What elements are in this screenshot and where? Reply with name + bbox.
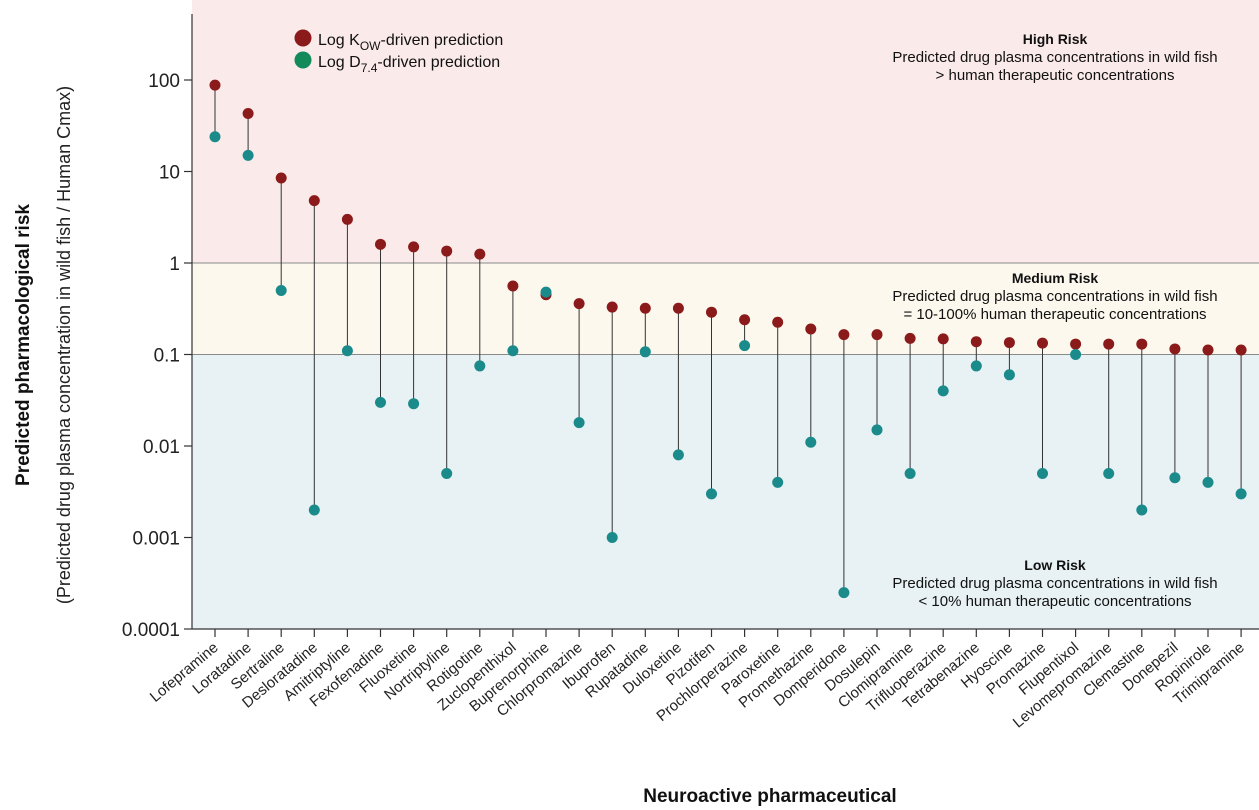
kow-point (805, 323, 817, 335)
axes (191, 14, 1259, 630)
zone-band-0 (192, 0, 1259, 263)
d74-point (639, 346, 651, 358)
d74-point (441, 468, 453, 480)
y-tick-label: 100 (148, 71, 180, 92)
y-tick-label: 10 (159, 163, 180, 184)
kow-point (1037, 337, 1048, 349)
kow-point (1235, 344, 1247, 356)
d74-point (1070, 349, 1082, 360)
d74-point (805, 436, 817, 448)
d74-point (606, 532, 618, 543)
kow-point (573, 298, 585, 310)
kow-point (1169, 343, 1181, 355)
d74-point (573, 417, 585, 429)
kow-point (970, 336, 982, 348)
kow-point (375, 238, 386, 250)
kow-point (507, 280, 519, 292)
d74-point (937, 385, 949, 397)
legend: Log KOW-driven prediction Log D7.4-drive… (294, 29, 503, 75)
y-tick-label: 0.01 (143, 437, 180, 458)
legend-d74-marker (294, 51, 312, 69)
kow-point (871, 329, 883, 341)
kow-point (772, 316, 784, 328)
kow-point (937, 333, 949, 345)
zone-band-1 (192, 263, 1259, 355)
d74-point (375, 396, 386, 408)
d74-point (1235, 488, 1247, 500)
kow-point (209, 79, 221, 91)
y-axis-title: Predicted pharmacological risk (13, 204, 34, 486)
zone-band-2 (192, 354, 1259, 629)
kow-point (1003, 337, 1015, 349)
kow-point (1103, 338, 1115, 350)
y-tick-label: 0.0001 (122, 620, 180, 641)
x-axis-title: Neuroactive pharmaceutical (643, 786, 896, 807)
y-axis-ticks: 100 10 1 0.1 0.01 0.001 0.0001 (122, 71, 192, 641)
d74-point (739, 340, 751, 352)
d74-point (209, 131, 221, 143)
data-points (209, 79, 1247, 599)
d74-point (838, 587, 850, 599)
kow-point (672, 302, 684, 314)
d74-point (341, 345, 353, 357)
kow-point (242, 108, 254, 120)
kow-point (1070, 338, 1082, 350)
d74-point (474, 360, 486, 372)
kow-point (408, 241, 420, 253)
kow-point (739, 314, 751, 326)
d74-point (408, 398, 420, 410)
d74-point (308, 504, 320, 516)
zone-desc-line1-2: Predicted drug plasma concentrations in … (892, 575, 1217, 592)
kow-point (441, 245, 453, 257)
d74-point (970, 360, 982, 372)
kow-point (904, 332, 916, 344)
y-axis-subtitle: (Predicted drug plasma concentration in … (54, 86, 74, 604)
zone-desc-line1-1: Predicted drug plasma concentrations in … (892, 288, 1217, 305)
kow-point (341, 213, 353, 225)
kow-point (1202, 344, 1214, 356)
d74-point (1136, 504, 1148, 516)
y-tick-label: 0.1 (154, 346, 180, 367)
kow-point (474, 248, 486, 260)
zone-desc-line2-1: = 10-100% human therapeutic concentratio… (903, 306, 1206, 323)
y-tick-label: 0.001 (132, 529, 180, 550)
d74-point (904, 468, 916, 480)
d74-point (1037, 468, 1048, 480)
kow-point (706, 306, 717, 318)
zone-title-0: High Risk (1023, 31, 1088, 47)
d74-point (772, 476, 784, 488)
d74-point (706, 488, 717, 500)
kow-point (606, 301, 618, 313)
dumbbell-stems (214, 85, 1242, 593)
kow-point (1136, 338, 1148, 350)
d74-point (1003, 369, 1015, 381)
d74-point (672, 449, 684, 461)
kow-point (275, 172, 287, 184)
zone-title-1: Medium Risk (1012, 270, 1099, 286)
zone-desc-line2-0: > human therapeutic concentrations (936, 67, 1175, 84)
legend-kow-marker (294, 29, 312, 47)
x-axis-ticks: LofepramineLoratadineSertralineDeslorata… (147, 629, 1248, 731)
d74-point (275, 285, 287, 297)
zone-desc-line2-2: < 10% human therapeutic concentrations (918, 593, 1191, 610)
legend-kow-label: Log KOW-driven prediction (318, 32, 503, 53)
kow-point (639, 302, 651, 314)
kow-point (838, 329, 850, 341)
zone-labels: High Risk Predicted drug plasma concentra… (892, 31, 1217, 610)
d74-point (1169, 472, 1181, 484)
legend-d74-label: Log D7.4-driven prediction (318, 54, 500, 75)
d74-point (1202, 476, 1214, 488)
kow-point (308, 195, 320, 207)
zone-desc-line1-0: Predicted drug plasma concentrations in … (892, 49, 1217, 66)
d74-point (242, 149, 254, 161)
y-tick-label: 1 (169, 254, 180, 275)
risk-zones (192, 0, 1259, 629)
d74-point (540, 286, 552, 298)
zone-title-2: Low Risk (1024, 557, 1086, 573)
d74-point (871, 424, 883, 436)
d74-point (1103, 468, 1115, 480)
zone-boundary-lines (192, 262, 1259, 355)
d74-point (507, 345, 519, 357)
